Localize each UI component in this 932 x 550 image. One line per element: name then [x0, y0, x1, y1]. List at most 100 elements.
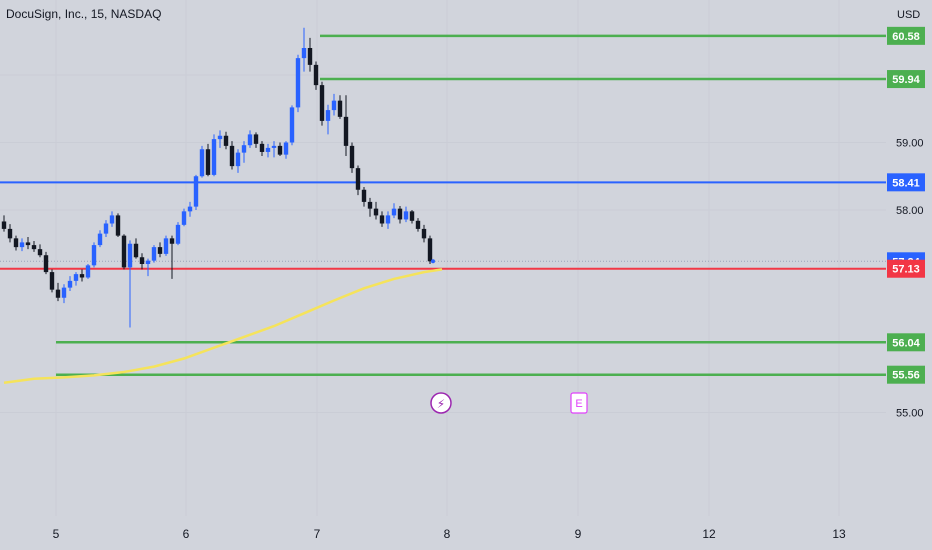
last-price-dot: [431, 259, 435, 264]
symbol-title: DocuSign, Inc., 15, NASDAQ: [6, 7, 162, 21]
x-axis-tick-label: 6: [183, 527, 190, 541]
y-axis-tick-label: 55.00: [896, 408, 924, 420]
candle-up: [175, 224, 181, 244]
x-axis-tick-label: 13: [832, 527, 846, 541]
candle-down: [157, 247, 163, 254]
candle-up: [301, 48, 307, 59]
price-tag-support: [887, 365, 925, 384]
candle-down: [115, 215, 121, 236]
price-tag-label: 55.56: [892, 370, 920, 382]
candle-up: [97, 233, 103, 246]
candle-down: [223, 135, 229, 146]
candle-down: [277, 145, 283, 155]
price-tag-resistance: [887, 70, 925, 89]
x-axis-tick-label: 9: [575, 527, 582, 541]
candle-down: [13, 238, 19, 248]
candle-down: [205, 149, 211, 175]
x-axis-tick-label: 8: [444, 527, 451, 541]
price-tag-label: 59.94: [892, 74, 920, 86]
candle-up: [19, 242, 25, 248]
candle-down: [361, 189, 367, 202]
currency-label: USD: [897, 9, 921, 21]
candle-up: [187, 206, 193, 212]
x-axis-tick-label: 7: [314, 527, 321, 541]
price-tag-label: 56.04: [892, 337, 920, 349]
candle-down: [337, 100, 343, 117]
candle-up: [211, 139, 217, 175]
candle-up: [73, 274, 79, 281]
candle-down: [139, 257, 145, 264]
candle-down: [343, 116, 349, 146]
earnings-glyph: E: [575, 398, 582, 410]
candle-down: [319, 85, 325, 121]
candle-up: [61, 287, 67, 298]
candle-up: [181, 211, 187, 225]
price-tag-level: [887, 173, 925, 192]
candle-down: [367, 201, 373, 209]
candle-down: [229, 145, 235, 167]
candle-up: [91, 245, 97, 266]
candle-down: [427, 238, 433, 262]
candle-up: [385, 215, 391, 224]
candle-down: [307, 48, 313, 65]
candle-down: [379, 215, 385, 224]
x-axis-tick-label: 5: [53, 527, 60, 541]
candle-down: [415, 220, 421, 229]
candle-down: [49, 272, 55, 290]
candle-up: [151, 247, 157, 261]
candle-down: [253, 134, 259, 144]
earnings-e-icon[interactable]: [570, 392, 588, 414]
price-tag-label: 57.13: [892, 264, 920, 276]
candle-down: [313, 64, 319, 86]
lightning-event-icon[interactable]: [430, 392, 452, 414]
candle-up: [235, 152, 241, 167]
candle-up: [403, 211, 409, 220]
candle-down: [373, 208, 379, 216]
lightning-glyph: ⚡: [437, 397, 445, 411]
candle-up: [145, 260, 151, 264]
candle-down: [397, 208, 403, 220]
candle-down: [121, 235, 127, 268]
candle-up: [283, 142, 289, 155]
price-tag-resistance: [887, 26, 925, 45]
candle-down: [55, 289, 61, 298]
candle-down: [409, 211, 415, 221]
candle-up: [271, 145, 277, 148]
candle-up: [199, 149, 205, 177]
candle-down: [31, 245, 37, 250]
candle-down: [7, 228, 13, 239]
price-tag-support: [887, 333, 925, 352]
y-axis-tick-label: 58.00: [896, 205, 924, 217]
candle-down: [421, 228, 427, 239]
price-tag-level: [887, 259, 925, 278]
candle-up: [163, 238, 169, 254]
candle-up: [391, 208, 397, 216]
candle-down: [259, 143, 265, 152]
candle-up: [217, 135, 223, 140]
price-tag-label: 60.58: [892, 31, 920, 43]
candle-down: [169, 238, 175, 244]
candle-up: [193, 176, 199, 207]
candle-down: [43, 255, 49, 273]
candle-up: [325, 110, 331, 121]
candle-down: [349, 145, 355, 169]
y-axis-tick-label: 59.00: [896, 138, 924, 150]
candle-up: [289, 107, 295, 143]
candle-down: [133, 243, 139, 258]
candle-up: [331, 100, 337, 111]
x-axis-tick-label: 12: [702, 527, 716, 541]
moving-average-line: [3, 268, 443, 385]
candle-up: [103, 223, 109, 234]
candle-up: [85, 265, 91, 278]
candle-up: [109, 215, 115, 224]
candle-up: [127, 243, 133, 268]
candle-down: [1, 221, 7, 229]
candle-up: [295, 58, 301, 108]
candle-up: [241, 145, 247, 153]
candle-up: [265, 147, 271, 152]
candle-down: [355, 168, 361, 190]
candle-down: [37, 249, 43, 256]
price-tag-label: 58.41: [892, 177, 920, 189]
